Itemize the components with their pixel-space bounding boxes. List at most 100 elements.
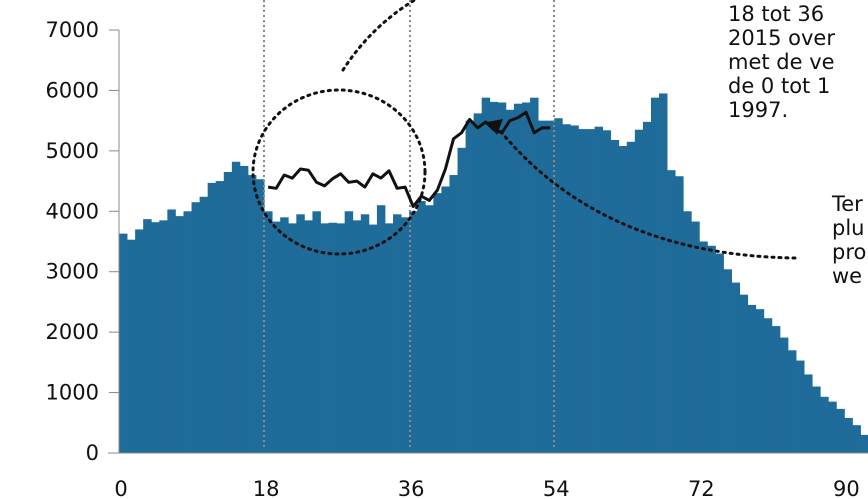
bar-age-56 (570, 125, 579, 453)
bar-age-33 (384, 223, 394, 453)
bar-age-51 (530, 97, 539, 454)
pointer-arrow-to-circle (341, 0, 418, 72)
bar-age-59 (594, 126, 603, 453)
bar-age-72 (699, 241, 708, 453)
bar-age-46 (489, 101, 499, 453)
axes (108, 30, 868, 454)
y-tick-label-3000: 3000 (46, 260, 99, 284)
bar-age-66 (650, 97, 660, 454)
bar-age-27 (336, 223, 346, 453)
bar-age-78 (747, 304, 757, 453)
y-tick-label-2000: 2000 (46, 320, 99, 344)
bar-age-7 (175, 216, 184, 453)
bar-age-12 (215, 181, 225, 454)
bar-age-41 (449, 175, 458, 453)
bar-age-88 (828, 401, 837, 453)
bar-age-90 (844, 417, 853, 453)
bar-age-48 (505, 109, 515, 453)
bar-age-22 (296, 214, 305, 453)
bar-age-79 (755, 309, 765, 453)
bar-age-58 (586, 129, 595, 454)
y-tick-label-4000: 4000 (46, 199, 99, 223)
bar-age-83 (787, 350, 797, 453)
bar-age-92 (860, 434, 868, 453)
bar-age-75 (723, 269, 732, 453)
bar-age-86 (812, 386, 821, 453)
x-tick-label-18: 18 (253, 477, 280, 499)
bar-age-29 (352, 220, 362, 453)
bar-age-16 (247, 175, 257, 453)
bar-age-18 (264, 211, 273, 453)
bar-age-91 (852, 425, 861, 453)
bar-age-81 (771, 326, 781, 453)
bar-age-71 (691, 221, 700, 453)
x-tick-label-54: 54 (543, 477, 570, 499)
bar-age-37 (417, 201, 426, 453)
annotation-text-top: 18 tot 36 2015 over met de ve de 0 tot 1… (728, 2, 835, 122)
bar-age-21 (288, 223, 297, 453)
arrowhead (487, 119, 503, 135)
bar-age-28 (344, 211, 354, 453)
bar-age-85 (804, 374, 813, 453)
bar-age-69 (675, 176, 684, 454)
bar-age-4 (151, 222, 160, 453)
y-tick-label-6000: 6000 (46, 78, 99, 102)
bar-series (119, 93, 868, 454)
bar-age-13 (223, 172, 233, 453)
bar-age-14 (231, 161, 241, 453)
bar-age-62 (618, 146, 628, 453)
bar-age-39 (433, 193, 442, 453)
bar-age-42 (457, 147, 466, 454)
bar-age-70 (683, 211, 692, 453)
bar-age-67 (659, 93, 668, 453)
bar-age-34 (393, 214, 402, 453)
bar-age-11 (207, 182, 217, 454)
bar-age-54 (554, 118, 563, 454)
bar-age-87 (820, 396, 829, 453)
x-tick-label-90: 90 (833, 477, 860, 499)
bar-age-9 (191, 202, 200, 453)
bar-age-30 (360, 214, 370, 453)
bar-age-26 (328, 222, 338, 453)
bar-age-17 (256, 179, 265, 453)
bar-age-61 (610, 139, 620, 454)
bar-age-64 (634, 129, 644, 453)
bar-age-38 (425, 205, 434, 453)
bar-age-20 (280, 217, 289, 453)
y-tick-label-5000: 5000 (46, 139, 99, 163)
bar-age-53 (546, 120, 555, 454)
bar-age-19 (272, 221, 281, 453)
bar-age-8 (183, 211, 192, 453)
bar-age-63 (626, 141, 636, 454)
bar-age-24 (312, 211, 321, 453)
bar-age-52 (538, 120, 547, 454)
bar-age-89 (836, 408, 845, 453)
bar-age-31 (368, 224, 378, 453)
annotation-text-right: Ter plu pro we (832, 192, 867, 288)
bar-age-0 (119, 233, 128, 453)
bar-age-57 (578, 129, 587, 454)
annotation-graphics (251, 0, 797, 260)
bar-age-44 (473, 113, 483, 454)
highlight-circle (251, 88, 427, 256)
bar-age-77 (739, 294, 749, 453)
bar-age-45 (481, 97, 491, 454)
pointer-arrow-to-peak (495, 125, 797, 260)
bar-age-65 (642, 121, 652, 453)
bar-age-49 (513, 103, 523, 454)
bar-age-6 (167, 209, 176, 453)
overlay-line (267, 110, 551, 208)
bar-age-2 (135, 229, 144, 453)
bar-age-32 (376, 205, 386, 453)
bar-age-84 (796, 360, 805, 453)
x-tick-label-36: 36 (398, 477, 425, 499)
bar-age-43 (465, 120, 475, 454)
bar-age-55 (562, 124, 571, 454)
bar-age-10 (199, 196, 209, 454)
bar-age-60 (602, 130, 612, 453)
x-ticks: 0 18 36 54 72 90 (114, 477, 859, 499)
bar-age-3 (143, 219, 152, 453)
y-ticks: 0 1000 2000 3000 4000 5000 6000 7000 (46, 18, 119, 465)
bar-age-68 (667, 170, 676, 454)
